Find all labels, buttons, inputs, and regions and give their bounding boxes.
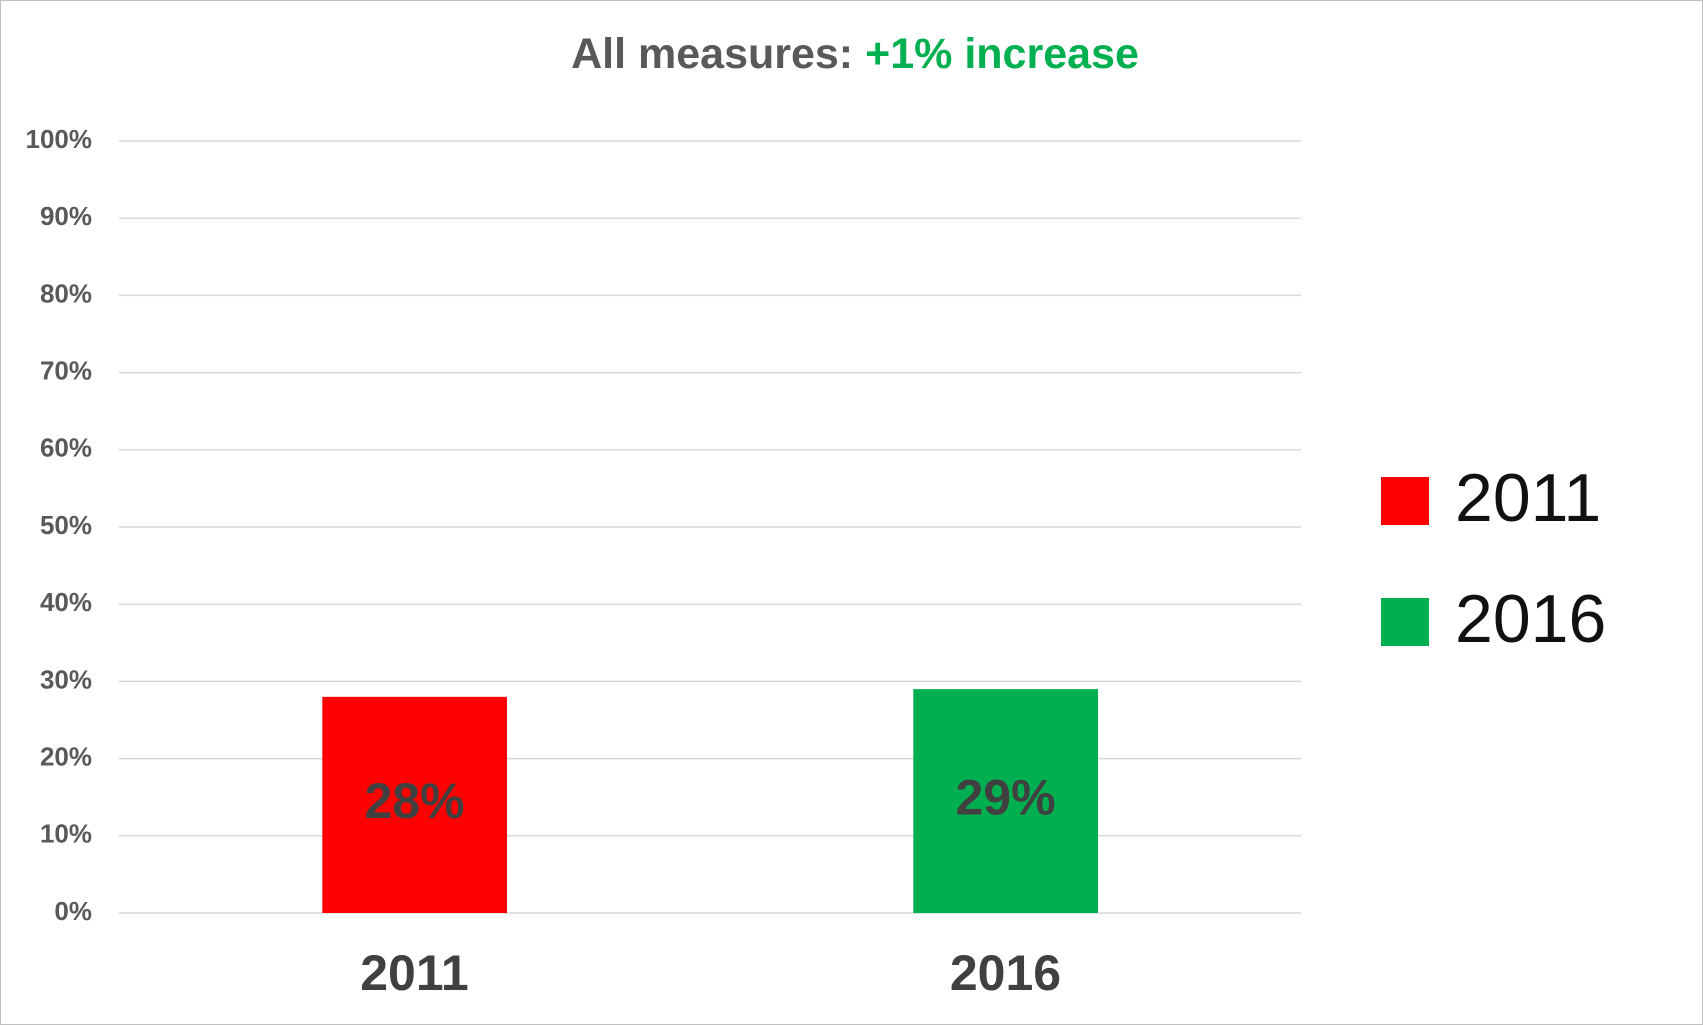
- y-tick-label: 40%: [40, 587, 92, 617]
- y-tick-label: 80%: [40, 278, 92, 308]
- y-tick-label: 30%: [40, 664, 92, 694]
- legend-swatch: [1381, 477, 1429, 525]
- y-tick-label: 60%: [40, 433, 92, 463]
- y-tick-label: 70%: [40, 355, 92, 385]
- chart-title: All measures: +1% increase: [571, 30, 1139, 78]
- y-tick-label: 90%: [40, 201, 92, 231]
- value-label: 28%: [364, 773, 464, 829]
- legend-label: 2011: [1455, 460, 1601, 536]
- legend-label: 2016: [1455, 581, 1606, 657]
- y-tick-label: 20%: [40, 741, 92, 771]
- legend-swatch: [1381, 598, 1429, 646]
- title-main: All measures:: [571, 30, 853, 78]
- value-label: 29%: [955, 769, 1055, 825]
- y-tick-label: 10%: [40, 819, 92, 849]
- x-tick-label: 2016: [950, 945, 1061, 1001]
- title-highlight: +1% increase: [865, 30, 1139, 78]
- y-tick-label: 0%: [54, 896, 92, 926]
- y-tick-label: 100%: [26, 124, 93, 154]
- bar: [913, 689, 1098, 913]
- y-tick-label: 50%: [40, 510, 92, 540]
- x-tick-label: 2011: [360, 945, 468, 1001]
- bar: [322, 696, 507, 913]
